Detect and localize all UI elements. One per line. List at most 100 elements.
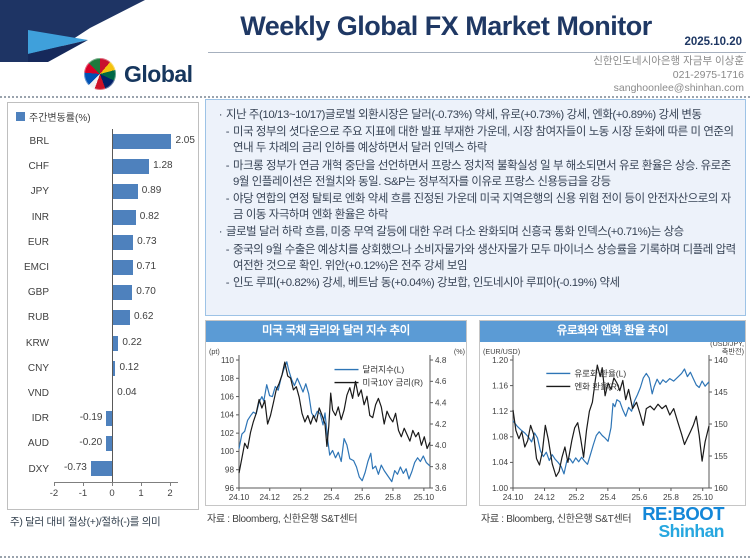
legend-entry-label: 달러지수(L) (363, 365, 405, 375)
legend-swatch-icon (16, 112, 25, 121)
bar (112, 285, 133, 301)
x-axis-tick (83, 481, 84, 486)
commentary-text: 인도 루피(+0.82%) 강세, 베트남 동(+0.04%) 강보합, 인도네… (233, 276, 620, 289)
bar (112, 209, 136, 225)
brand-logo: Global (84, 58, 193, 90)
commentary-line: - 중국의 9월 수출은 예상치를 상회했으나 소비자물가와 생산자물가 모두 마… (215, 242, 736, 274)
commentary-text: 글로벌 달러 하락 흐름, 미중 무역 갈등에 대한 우려 다소 완화되며 신흥… (226, 226, 684, 239)
svg-text:140: 140 (714, 356, 728, 365)
x-axis-tick-label: 2 (167, 487, 173, 499)
bar-category-label: EMCI (24, 262, 49, 274)
bar-row: EMCI 0.71 (10, 255, 196, 280)
bar-chart-plot: BRL 2.05 CHF 1.28 JPY 0.89 INR 0.82 EUR 0.73 EMCI 0… (10, 129, 196, 505)
bar (112, 234, 134, 250)
svg-text:150: 150 (714, 420, 728, 429)
commentary-text: 미국 정부의 셧다운으로 주요 지표에 대한 발표 부재한 가운데, 시장 참여… (233, 126, 734, 155)
bullet-marker: - (225, 192, 230, 205)
bar (112, 134, 172, 149)
contact-info: 신한인도네시아은행 자금부 이상훈 021-2975-1716 sanghoon… (593, 55, 744, 96)
bullet-marker: - (225, 243, 230, 256)
bar-row: VND 0.04 (10, 381, 196, 406)
svg-text:25.6: 25.6 (631, 493, 647, 502)
commentary-text: 중국의 9월 수출은 예상치를 상회했으나 소비자물가와 생산자물가 모두 마이… (233, 243, 736, 272)
svg-text:25.2: 25.2 (568, 493, 584, 502)
bar (106, 436, 112, 452)
commentary-text: 마크롱 정부가 연금 개혁 중단을 선언하면서 프랑스 정치적 불확실성 일 부… (233, 159, 731, 188)
bar-row: EUR 0.73 (10, 230, 196, 255)
svg-text:24.10: 24.10 (229, 493, 250, 502)
bar-value: 0.62 (133, 311, 154, 323)
svg-text:25.2: 25.2 (293, 493, 309, 502)
us-chart-title: 미국 국채 금리와 달러 지수 추이 (206, 321, 466, 342)
svg-text:25.10: 25.10 (414, 493, 435, 502)
x-axis-tick-label: 1 (138, 487, 144, 499)
bar-value: 0.71 (136, 260, 157, 272)
svg-text:25.6: 25.6 (354, 493, 370, 502)
x-axis-tick-label: -2 (49, 487, 59, 499)
svg-text:110: 110 (221, 356, 234, 365)
bar-category-label: IDR (31, 413, 49, 425)
bar-row: GBP 0.70 (10, 280, 196, 305)
bar-category-label: GBP (27, 287, 49, 299)
svg-text:24.12: 24.12 (260, 493, 281, 502)
svg-text:100: 100 (220, 447, 234, 456)
commentary-text: 지난 주(10/13~10/17)글로벌 외환시장은 달러(-0.73%) 약세… (226, 109, 702, 121)
report-date: 2025.10.20 (684, 36, 742, 48)
banner-cyan-shape (28, 30, 88, 54)
bullet-marker: - (225, 276, 230, 289)
page-bottom-separator (0, 556, 750, 558)
svg-text:3.8: 3.8 (435, 462, 447, 471)
bar (112, 159, 150, 175)
contact-team-line: 신한인도네시아은행 자금부 이상훈 (593, 55, 744, 67)
legend-label: 주간변동률(%) (29, 113, 91, 124)
bar-value: 1.28 (153, 160, 173, 172)
svg-text:(pt): (pt) (209, 347, 220, 356)
header-banner-graphic (0, 0, 145, 62)
commentary-line: - 미국 정부의 셧다운으로 주요 지표에 대한 발표 부재한 가운데, 시장 참… (215, 124, 736, 156)
svg-text:145: 145 (714, 388, 728, 397)
svg-text:4.4: 4.4 (435, 398, 447, 407)
bullet-marker: - (225, 159, 230, 172)
svg-text:1.12: 1.12 (492, 407, 508, 416)
commentary-line: · 지난 주(10/13~10/17)글로벌 외환시장은 달러(-0.73%) 약… (215, 107, 736, 123)
svg-text:(%): (%) (454, 347, 465, 356)
bullet-marker: - (225, 126, 230, 139)
svg-text:1.08: 1.08 (492, 433, 508, 442)
bar-chart-legend: 주간변동률(%) (16, 109, 91, 124)
svg-text:25.8: 25.8 (663, 493, 679, 502)
bar (112, 335, 119, 351)
contact-email-line: sanghoonlee@shinhan.com (613, 82, 744, 95)
bar-row: DXY -0.73 (10, 456, 196, 481)
bar-category-label: DXY (28, 463, 49, 475)
bar-category-label: KRW (25, 337, 49, 349)
commentary-box: · 지난 주(10/13~10/17)글로벌 외환시장은 달러(-0.73%) 약… (205, 99, 746, 316)
svg-text:1.16: 1.16 (492, 381, 508, 390)
svg-text:108: 108 (220, 374, 234, 383)
fx-chart-source: 자료 : Bloomberg, 신한은행 S&T센터 (481, 514, 632, 525)
commentary-line: - 마크롱 정부가 연금 개혁 중단을 선언하면서 프랑스 정치적 불확실성 일 … (215, 158, 736, 190)
x-axis-line (54, 481, 178, 483)
euro-yen-line-chart: 1.001.041.081.121.161.20 1401451501551602… (483, 342, 744, 502)
svg-text:(EUR/USD): (EUR/USD) (483, 347, 520, 356)
svg-text:25.4: 25.4 (600, 493, 616, 502)
bar-category-label: CHF (28, 161, 49, 173)
svg-text:25.10: 25.10 (692, 493, 713, 502)
bar (112, 310, 130, 326)
svg-text:24.10: 24.10 (503, 493, 524, 502)
us-chart-source: 자료 : Bloomberg, 신한은행 S&T센터 (207, 514, 358, 525)
brand-name: Global (124, 60, 193, 87)
globe-icon (84, 58, 116, 90)
bar-value: 0.73 (137, 235, 157, 247)
page-title: Weekly Global FX Market Monitor (240, 11, 652, 41)
svg-text:102: 102 (220, 429, 234, 438)
series-line (512, 364, 710, 478)
bar (106, 411, 112, 427)
bar-value: -0.73 (64, 462, 87, 474)
commentary-text: 야당 연합의 연정 탈퇴로 엔화 약세 흐름 진정된 가운데 미국 지역은행의 … (233, 192, 731, 222)
bar-category-label: BRL (29, 136, 49, 148)
svg-text:(USD/JPY,: (USD/JPY, (710, 342, 744, 348)
shinhan-text: Shinhan (658, 521, 724, 542)
bar (112, 360, 116, 376)
svg-text:96: 96 (225, 484, 235, 493)
